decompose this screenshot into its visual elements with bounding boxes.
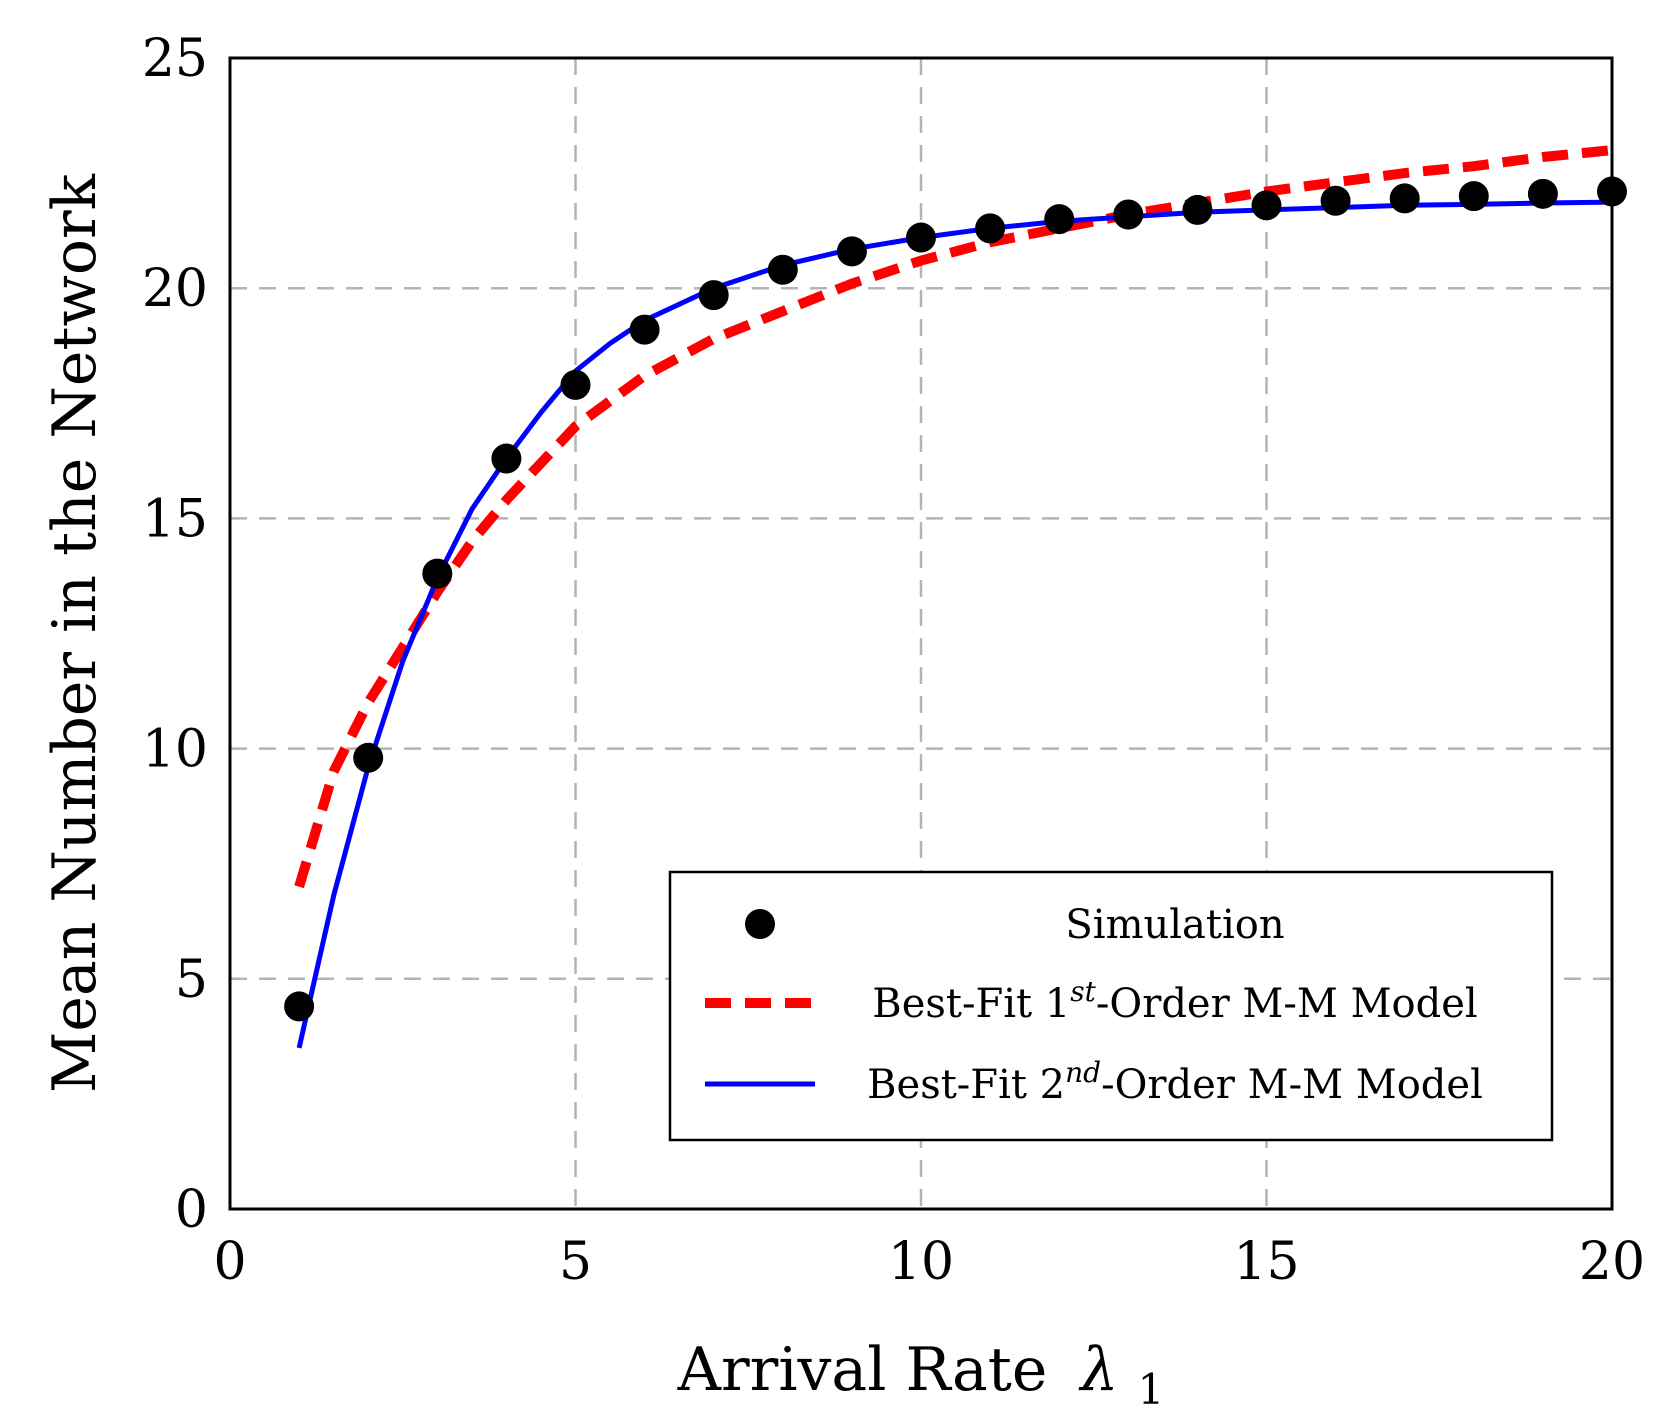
x-tick-label: 20 xyxy=(1579,1232,1645,1292)
simulation-point xyxy=(698,280,729,311)
legend: Simulation Best-Fit 1st-Order M-M Model … xyxy=(668,870,1554,1142)
simulation-point xyxy=(1458,181,1489,212)
x-axis-subscript: 1 xyxy=(1138,1365,1165,1414)
simulation-point xyxy=(1182,194,1213,225)
x-axis-symbol: λ xyxy=(1079,1335,1119,1405)
simulation-point xyxy=(1044,204,1075,235)
x-tick-labels: 0 5 10 15 20 xyxy=(213,1232,1645,1292)
y-tick-label: 5 xyxy=(175,950,208,1010)
simulation-point xyxy=(767,254,798,285)
simulation-point xyxy=(906,222,936,253)
y-tick-label: 20 xyxy=(142,259,208,319)
legend-label-second-order: Best-Fit 2nd-Order M-M Model xyxy=(867,1056,1483,1108)
simulation-point xyxy=(1527,178,1558,209)
x-tick-label: 15 xyxy=(1233,1232,1299,1292)
simulation-point xyxy=(975,213,1006,244)
simulation-point xyxy=(491,443,522,474)
simulation-point xyxy=(560,369,591,400)
x-axis-title: Arrival Rate λ 1 xyxy=(677,1335,1165,1414)
simulation-point xyxy=(1320,185,1351,216)
legend-label-simulation: Simulation xyxy=(1065,902,1284,948)
series-layer xyxy=(284,145,1627,1049)
simulation-point xyxy=(1389,183,1420,214)
legend-label-first-order: Best-Fit 1st-Order M-M Model xyxy=(872,975,1477,1027)
simulation-point xyxy=(353,742,384,773)
legend-marker-simulation xyxy=(745,909,775,939)
simulation-point xyxy=(836,236,867,267)
legend-box xyxy=(668,870,1554,1142)
y-tick-label: 10 xyxy=(142,720,208,780)
y-tick-labels: 0 5 10 15 20 25 xyxy=(142,29,208,1240)
simulation-point xyxy=(1251,190,1282,221)
simulation-point xyxy=(629,314,660,345)
simulation-point xyxy=(422,558,453,589)
x-tick-label: 5 xyxy=(559,1232,592,1292)
x-tick-label: 0 xyxy=(213,1232,246,1292)
x-axis-label: Arrival Rate xyxy=(677,1335,1048,1405)
y-axis-title: Mean Number in the Network xyxy=(40,173,110,1093)
simulation-point xyxy=(284,991,315,1022)
simulation-point xyxy=(1113,199,1144,230)
x-tick-label: 10 xyxy=(888,1232,954,1292)
y-tick-label: 25 xyxy=(142,29,208,89)
plot-frame xyxy=(228,56,1614,1211)
y-tick-label: 15 xyxy=(142,489,208,549)
y-tick-label: 0 xyxy=(175,1180,208,1240)
